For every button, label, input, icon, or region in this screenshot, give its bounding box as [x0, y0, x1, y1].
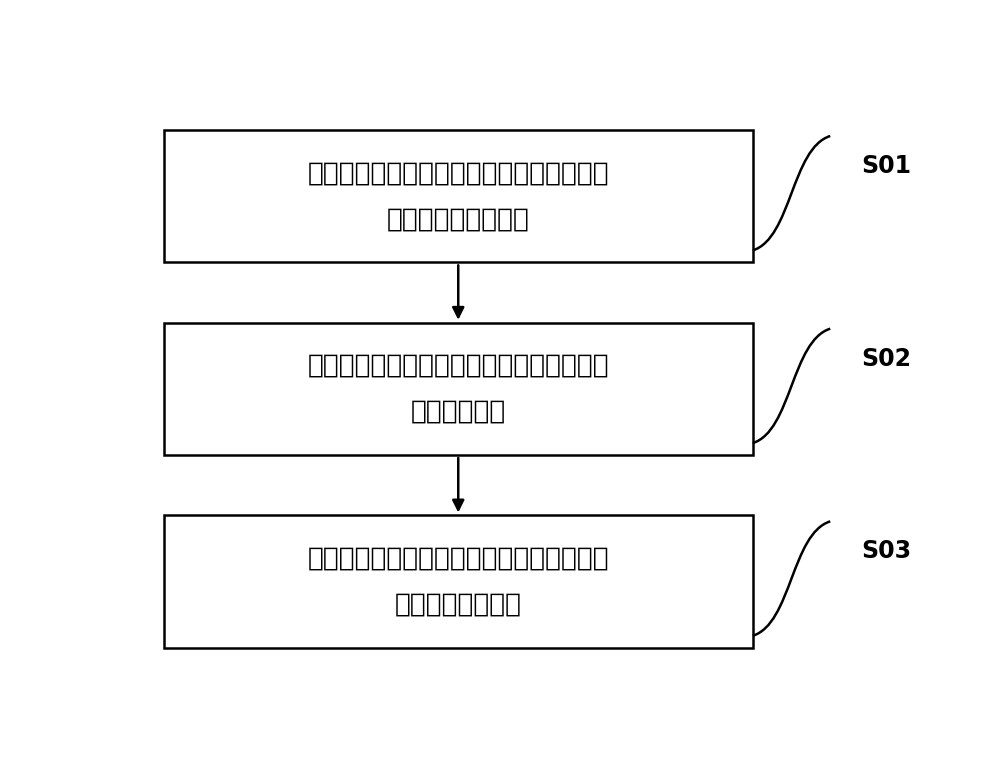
Bar — [164, 515, 753, 647]
Text: S03: S03 — [861, 540, 911, 564]
Bar — [164, 323, 753, 455]
Text: 在待测晶片上形成测温晶片，所述测温晶片: 在待测晶片上形成测温晶片，所述测温晶片 — [307, 160, 609, 186]
Text: 在热处理过程中获取测温晶片上至少一个位: 在热处理过程中获取测温晶片上至少一个位 — [307, 353, 609, 379]
Bar — [164, 130, 753, 263]
Text: 根据测温晶片上至少一个位置的体积变化确: 根据测温晶片上至少一个位置的体积变化确 — [307, 546, 609, 572]
Text: 至少包括相变材料层: 至少包括相变材料层 — [387, 206, 530, 232]
Text: S01: S01 — [861, 154, 911, 178]
Text: 置的体积变化: 置的体积变化 — [411, 399, 506, 425]
Text: 定待测晶片的温度: 定待测晶片的温度 — [395, 591, 522, 618]
Text: S02: S02 — [861, 346, 911, 371]
